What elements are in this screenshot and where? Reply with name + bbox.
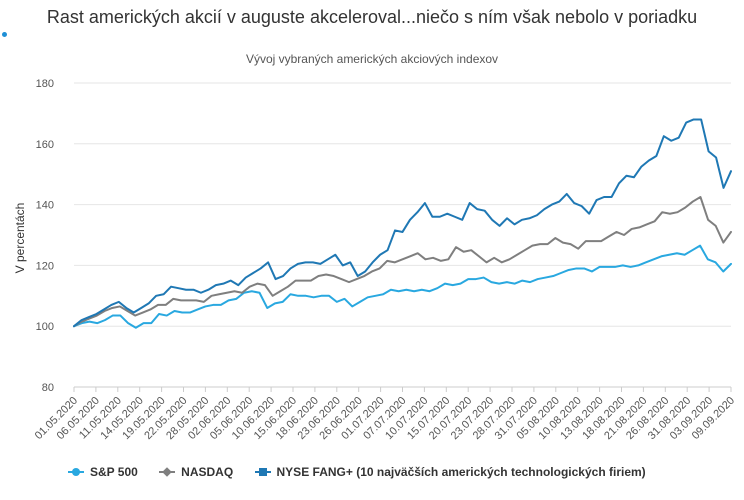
series-line-0 (73, 244, 732, 329)
legend-label-nasdaq: NASDAQ (181, 465, 234, 479)
legend-item-nyse-fang[interactable]: NYSE FANG+ (10 najväčších amerických tec… (254, 465, 646, 479)
series-line-1 (73, 196, 732, 328)
y-tick-label-140: 140 (36, 200, 54, 212)
x-axis (73, 386, 732, 392)
y-axis-title: V percentách (13, 203, 27, 274)
y-tick-label-80: 80 (42, 382, 54, 394)
series-line-2 (73, 118, 732, 328)
y-tick-label-120: 120 (36, 260, 54, 272)
decorative-dot (2, 32, 7, 37)
y-tick-label-100: 100 (36, 321, 54, 333)
chart-subtitle: Vývoj vybraných amerických akciových ind… (245, 52, 499, 66)
y-tick-label-180: 180 (36, 78, 54, 90)
gridlines (74, 82, 731, 388)
legend-label-sp500: S&P 500 (90, 465, 138, 479)
legend: S&P 500 NASDAQ NYSE FANG+ (10 najväčších… (68, 465, 664, 480)
series-lines (73, 118, 732, 329)
x-axis-tick-labels: 01.05.202006.05.202011.05.202014.05.2020… (33, 395, 737, 442)
y-axis-tick-labels: 80 100 120 140 160 180 (36, 78, 54, 394)
legend-item-sp500[interactable]: S&P 500 (68, 465, 138, 479)
legend-label-nyse-fang: NYSE FANG+ (10 najväčších amerických tec… (276, 465, 646, 479)
legend-item-nasdaq[interactable]: NASDAQ (159, 465, 233, 479)
y-tick-label-160: 160 (36, 139, 54, 151)
chart-title: Rast amerických akcií v auguste akcelero… (46, 7, 698, 27)
